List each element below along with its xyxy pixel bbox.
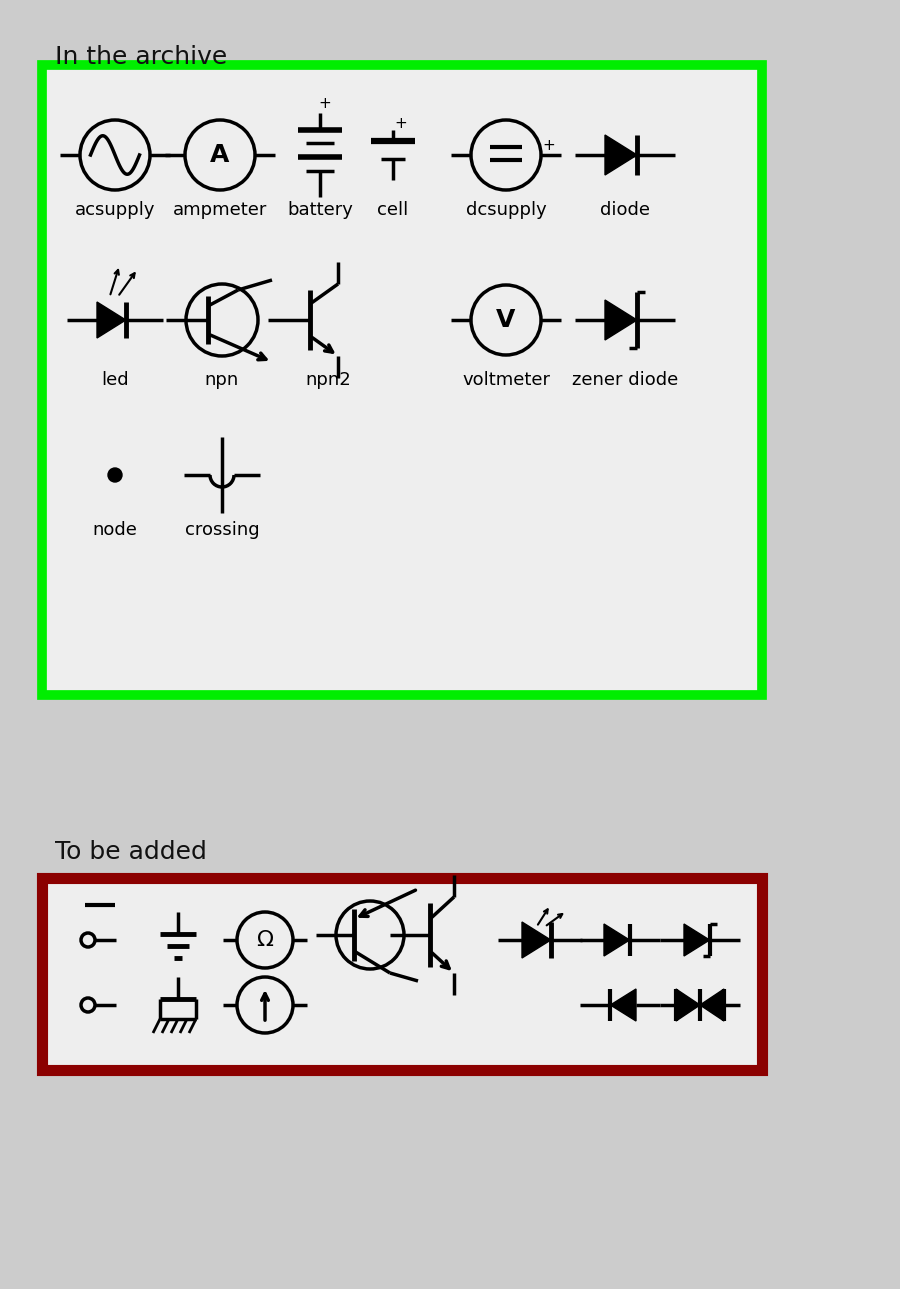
Text: battery: battery <box>287 201 353 219</box>
Polygon shape <box>684 924 709 956</box>
Polygon shape <box>604 924 630 956</box>
Text: acsupply: acsupply <box>75 201 155 219</box>
Text: ampmeter: ampmeter <box>173 201 267 219</box>
Polygon shape <box>605 135 637 175</box>
FancyBboxPatch shape <box>42 878 762 1070</box>
Text: zener diode: zener diode <box>572 371 678 389</box>
Text: V: V <box>496 308 516 333</box>
Text: npn: npn <box>205 371 239 389</box>
Circle shape <box>108 468 122 482</box>
Text: +: + <box>543 138 555 152</box>
Text: led: led <box>101 371 129 389</box>
Polygon shape <box>605 300 637 340</box>
Text: node: node <box>93 521 138 539</box>
Polygon shape <box>97 302 126 338</box>
FancyBboxPatch shape <box>42 64 762 695</box>
Text: voltmeter: voltmeter <box>462 371 550 389</box>
Polygon shape <box>610 989 636 1021</box>
Text: dcsupply: dcsupply <box>465 201 546 219</box>
Text: A: A <box>211 143 230 168</box>
Text: cell: cell <box>377 201 409 219</box>
Text: crossing: crossing <box>184 521 259 539</box>
Polygon shape <box>700 989 724 1021</box>
Text: +: + <box>394 116 408 130</box>
Text: To be added: To be added <box>55 840 207 864</box>
Text: diode: diode <box>600 201 650 219</box>
Polygon shape <box>522 922 551 958</box>
Polygon shape <box>676 989 700 1021</box>
Text: Ω: Ω <box>256 929 274 950</box>
Text: npn2: npn2 <box>305 371 351 389</box>
Text: In the archive: In the archive <box>55 45 227 70</box>
Text: +: + <box>319 95 331 111</box>
